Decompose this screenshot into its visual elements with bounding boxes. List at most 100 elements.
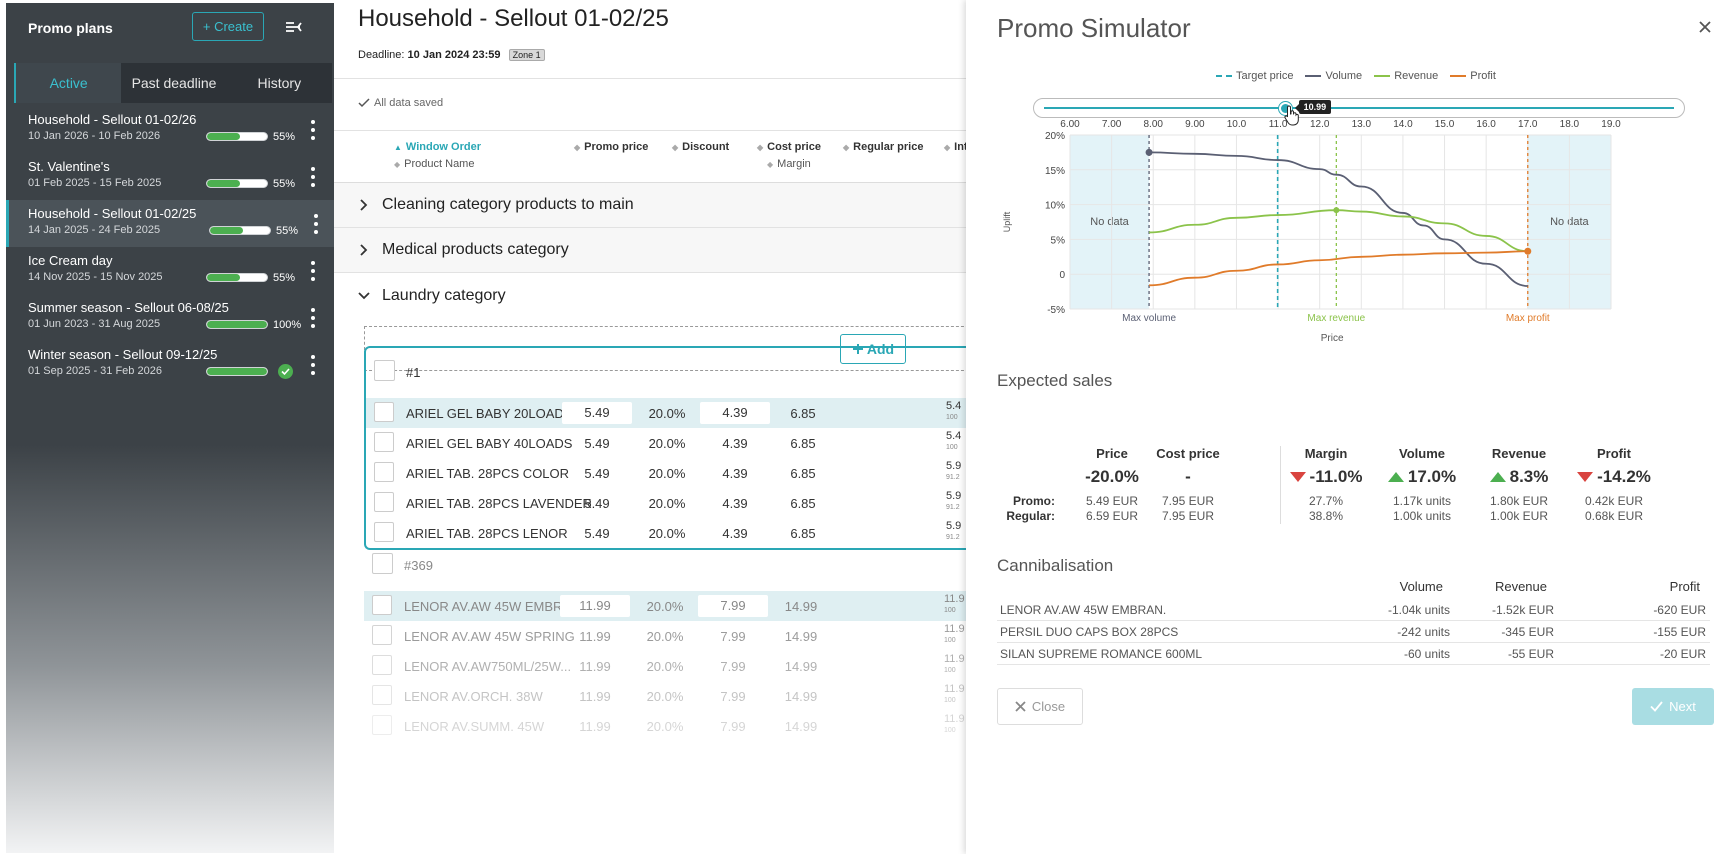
cost-price-input[interactable]: 7.99	[720, 659, 746, 674]
plan-item[interactable]: Winter season - Sellout 09-12/25 01 Sep 2…	[6, 341, 334, 388]
row-checkbox[interactable]	[374, 492, 394, 512]
cost-price-input[interactable]: 4.39	[722, 466, 748, 481]
close-icon[interactable]	[1697, 19, 1713, 35]
plan-item[interactable]: St. Valentine's 01 Feb 2025 - 15 Feb 2025…	[6, 153, 334, 200]
int-value: 11.9	[944, 653, 965, 665]
column-regular-price[interactable]: ◆ Regular price	[843, 141, 924, 153]
row-checkbox[interactable]	[374, 402, 394, 422]
sidebar-title: Promo plans	[28, 20, 113, 36]
more-options-icon[interactable]	[310, 308, 316, 328]
es-regular-value: 0.68k EUR	[1584, 509, 1644, 523]
column-discount[interactable]: ◆ Discount	[672, 141, 730, 153]
cost-price-input[interactable]: 7.99	[698, 595, 768, 617]
more-options-icon[interactable]	[313, 214, 319, 234]
cost-price-input[interactable]: 4.39	[722, 526, 748, 541]
es-header: Volume	[1399, 446, 1445, 461]
column-product-name[interactable]: ◆ Product Name	[394, 158, 475, 170]
table-row[interactable]: ARIEL GEL BABY 40LOADS 5.49 20.0% 4.39 6.85 5…	[366, 428, 968, 458]
category-laundry[interactable]: Laundry category	[334, 273, 968, 318]
x-tick-label: 18.0	[1560, 120, 1580, 130]
row-checkbox[interactable]	[374, 522, 394, 542]
plan-item[interactable]: Ice Cream day 14 Nov 2025 - 15 Nov 2025 55…	[6, 247, 334, 294]
category-cleaning[interactable]: Cleaning category products to main	[334, 183, 968, 228]
column-promo-price[interactable]: ◆ Promo price	[574, 141, 649, 153]
plan-item[interactable]: Summer season - Sellout 06-08/25 01 Jun 2…	[6, 294, 334, 341]
promo-price-input[interactable]: 11.99	[579, 629, 611, 644]
cost-price-input[interactable]: 7.99	[720, 629, 746, 644]
row-checkbox[interactable]	[372, 685, 392, 705]
tab-history[interactable]: History	[257, 75, 302, 91]
promo-price-input[interactable]: 11.99	[579, 719, 611, 734]
more-options-icon[interactable]	[310, 120, 316, 140]
zone-badge: Zone 1	[508, 49, 545, 61]
table-row[interactable]: ARIEL TAB. 28PCS LAVENDER 5.49 20.0% 4.39 6.…	[366, 488, 968, 518]
tab-active[interactable]: Active	[14, 63, 122, 103]
add-button[interactable]: Add	[840, 334, 906, 364]
table-row[interactable]: LENOR AV.AW 45W SPRING 11.99 20.0% 7.99 14.9…	[364, 621, 968, 651]
more-options-icon[interactable]	[310, 167, 316, 187]
promo-price-input[interactable]: 11.99	[579, 689, 611, 704]
cost-price-input[interactable]: 4.39	[700, 402, 770, 424]
es-header: Price	[1096, 446, 1128, 461]
row-checkbox[interactable]	[372, 655, 392, 675]
category-medical[interactable]: Medical products category	[334, 228, 968, 273]
tab-past-deadline[interactable]: Past deadline	[131, 75, 217, 91]
row-checkbox[interactable]	[374, 462, 394, 482]
table-row[interactable]: ARIEL GEL BABY 20LOADS 5.49 20.0% 4.39 6.85 5…	[366, 398, 968, 428]
column-int[interactable]: ◆ Int	[944, 141, 968, 153]
group-checkbox[interactable]	[374, 360, 395, 381]
y-tick-label: 5%	[1051, 235, 1066, 246]
row-checkbox[interactable]	[374, 432, 394, 452]
row-checkbox[interactable]	[372, 595, 392, 615]
plan-item[interactable]: Household - Sellout 01-02/26 10 Jan 2026 …	[6, 106, 334, 153]
cost-price-input[interactable]: 4.39	[722, 436, 748, 451]
cost-price-input[interactable]: 7.99	[720, 689, 746, 704]
table-row[interactable]: LENOR AV.SUMM. 45W 11.99 20.0% 7.99 14.99 11.…	[364, 711, 968, 741]
table-row[interactable]: LENOR AV.ORCH. 38W 11.99 20.0% 7.99 14.99 11.…	[364, 681, 968, 711]
es-promo-value: 1.80k EUR	[1489, 494, 1549, 508]
plan-progress-label: 55%	[273, 178, 296, 190]
promo-price-input[interactable]: 5.49	[584, 496, 610, 511]
es-promo-value: 0.42k EUR	[1584, 494, 1644, 508]
table-row[interactable]: ARIEL TAB. 28PCS LENOR 5.49 20.0% 4.39 6.85 5…	[366, 518, 968, 548]
promo-price-input[interactable]: 5.49	[562, 402, 632, 424]
cost-price-input[interactable]: 4.39	[722, 496, 748, 511]
column-margin[interactable]: ◆ Margin	[767, 158, 811, 170]
promo-price-input[interactable]: 5.49	[584, 526, 610, 541]
target-price-slider[interactable]: 10.99	[1033, 98, 1685, 118]
y-tick-label: 20%	[1045, 131, 1065, 142]
cost-price-input[interactable]: 7.99	[720, 719, 746, 734]
promo-price-input[interactable]: 11.99	[579, 659, 611, 674]
column-cost-price[interactable]: ◆ Cost price	[757, 141, 821, 153]
plan-item[interactable]: Household - Sellout 01-02/25 14 Jan 2025 …	[6, 200, 334, 247]
table-row[interactable]: LENOR AV.AW 45W EMBRAN. 11.99 20.0% 7.99 14.…	[364, 591, 968, 621]
table-row[interactable]: ARIEL TAB. 28PCS COLOR 5.49 20.0% 4.39 6.85 5…	[366, 458, 968, 488]
cann-profit: -155 EUR	[1653, 625, 1706, 639]
row-checkbox[interactable]	[372, 625, 392, 645]
column-window-order[interactable]: ▲ Window Order	[394, 141, 481, 153]
slider-track[interactable]	[1044, 107, 1674, 109]
table-row[interactable]: LENOR AV.AW750ML/25W... 11.99 20.0% 7.99 14.…	[364, 651, 968, 681]
next-button[interactable]: Next	[1632, 688, 1714, 725]
close-button[interactable]: Close	[997, 688, 1083, 725]
group-checkbox[interactable]	[372, 553, 393, 574]
collapse-sidebar-icon[interactable]	[284, 17, 304, 37]
promo-price-input[interactable]: 11.99	[560, 595, 630, 617]
int-sub-value: 91.2	[946, 504, 960, 511]
create-plan-button[interactable]: + Create	[192, 12, 264, 41]
plan-progress-bar	[206, 273, 268, 282]
promo-price-input[interactable]: 5.49	[584, 466, 610, 481]
row-checkbox[interactable]	[372, 715, 392, 735]
more-options-icon[interactable]	[310, 355, 316, 375]
add-label: Add	[866, 341, 895, 357]
legend-swatch	[1216, 75, 1232, 77]
x-tick-label: 14.0	[1393, 120, 1413, 130]
product-name: ARIEL TAB. 28PCS COLOR	[406, 466, 570, 481]
y-tick-label: 0	[1059, 270, 1065, 281]
x-tick-label: 8.00	[1143, 120, 1163, 130]
x-tick-label: 10.0	[1227, 120, 1247, 130]
more-options-icon[interactable]	[310, 261, 316, 281]
cann-profit: -20 EUR	[1659, 647, 1706, 661]
promo-price-input[interactable]: 5.49	[584, 436, 610, 451]
int-value: 5.4	[946, 430, 962, 442]
